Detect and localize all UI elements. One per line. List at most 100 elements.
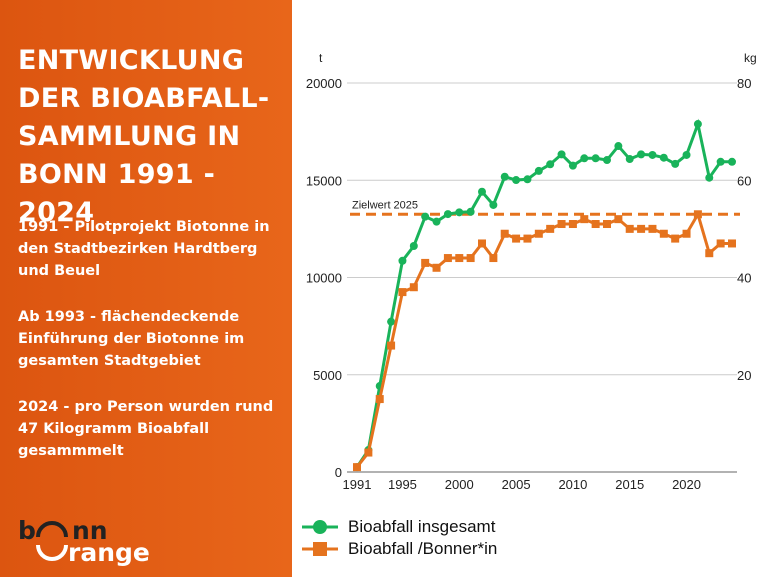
data-point xyxy=(421,258,430,267)
data-point xyxy=(591,220,600,229)
y-right-tick-label: 60 xyxy=(737,173,751,188)
data-point xyxy=(716,239,725,248)
data-point xyxy=(523,175,532,184)
data-point xyxy=(659,229,668,238)
data-point xyxy=(500,172,509,181)
data-point xyxy=(387,317,396,326)
data-point xyxy=(614,215,623,224)
data-point xyxy=(625,155,634,164)
chart: 0 5000 10000 15000 20000 20 40 60 80 t kg 1991 1995 2… xyxy=(306,51,757,492)
target-label: Zielwert 2025 xyxy=(352,199,418,211)
data-point xyxy=(364,448,373,457)
info-panel: ENTWICKLUNG DER BIOABFALL-SAMMLUNG IN BO… xyxy=(0,0,292,577)
data-point xyxy=(432,217,441,226)
data-point xyxy=(557,220,566,229)
data-point xyxy=(682,150,691,159)
data-point xyxy=(603,220,611,229)
data-point xyxy=(409,241,418,250)
data-point xyxy=(716,157,725,166)
data-point xyxy=(705,173,714,182)
data-point xyxy=(534,166,543,175)
series-line-0 xyxy=(355,118,732,468)
data-point xyxy=(489,254,498,263)
data-point xyxy=(648,224,657,233)
y-left-tick-label: 20000 xyxy=(306,76,342,91)
data-point xyxy=(432,263,441,272)
data-point xyxy=(546,224,555,233)
bonn-orange-logo: b nn range xyxy=(18,516,150,567)
y-right-tick-label: 80 xyxy=(737,76,751,91)
x-tick-label: 2020 xyxy=(672,477,701,492)
data-point xyxy=(478,239,486,248)
data-point xyxy=(443,210,452,219)
x-tick-label: 1995 xyxy=(388,477,417,492)
data-point xyxy=(478,187,486,196)
data-point xyxy=(625,224,634,233)
data-point xyxy=(455,254,464,263)
svg-text:b: b xyxy=(18,516,36,545)
x-tick-label: 2010 xyxy=(558,477,587,492)
data-point xyxy=(466,207,475,216)
data-point xyxy=(614,142,623,151)
data-point xyxy=(659,153,668,162)
data-point xyxy=(603,156,611,165)
x-tick-label: 2005 xyxy=(502,477,531,492)
data-point xyxy=(398,256,407,265)
y-right-tick-label: 20 xyxy=(737,368,751,383)
data-point xyxy=(682,229,691,238)
data-point xyxy=(580,154,589,163)
svg-text:range: range xyxy=(68,538,150,567)
data-point xyxy=(489,200,498,209)
x-tick-label: 2000 xyxy=(445,477,474,492)
data-point xyxy=(580,215,589,224)
info-paragraph: Ab 1993 - flächendeckende Einführung der… xyxy=(18,309,245,369)
data-point xyxy=(671,159,680,168)
y-right-tick-label: 40 xyxy=(737,271,751,286)
y-right-unit: kg xyxy=(744,51,757,65)
data-point xyxy=(637,224,646,233)
panel-title: ENTWICKLUNG DER BIOABFALL-SAMMLUNG IN BO… xyxy=(18,45,270,228)
data-point xyxy=(353,463,361,472)
legend-item-per-person: Bioabfall /Bonner*in xyxy=(300,538,497,560)
data-point xyxy=(637,150,646,159)
x-tick-label: 1991 xyxy=(343,477,372,492)
data-point xyxy=(534,229,543,238)
data-point xyxy=(671,234,680,243)
circle-marker-icon xyxy=(302,520,338,534)
y-left-tick-label: 15000 xyxy=(306,173,342,188)
series-line-1 xyxy=(355,210,732,469)
data-point xyxy=(421,212,430,221)
data-point xyxy=(693,120,702,129)
info-paragraph: 2024 - pro Person wurden rund 47 Kilogra… xyxy=(18,399,274,459)
legend-label: Bioabfall insgesamt xyxy=(348,517,496,536)
data-point xyxy=(693,210,702,219)
svg-text:nn: nn xyxy=(72,516,108,545)
data-point xyxy=(387,341,396,350)
x-tick-label: 2015 xyxy=(615,477,644,492)
data-point xyxy=(728,239,736,248)
data-point xyxy=(591,154,600,163)
y-left-unit: t xyxy=(319,51,323,65)
legend-label: Bioabfall /Bonner*in xyxy=(348,539,498,558)
data-point xyxy=(500,229,509,238)
data-point xyxy=(546,160,555,169)
data-point xyxy=(398,288,407,297)
data-point xyxy=(409,283,418,292)
legend-item-total: Bioabfall insgesamt xyxy=(300,516,497,538)
data-point xyxy=(466,254,475,263)
data-point xyxy=(375,395,384,404)
y-left-tick-label: 0 xyxy=(335,465,342,480)
data-point xyxy=(455,208,464,217)
data-point xyxy=(523,234,532,243)
data-point xyxy=(443,254,452,263)
data-point xyxy=(557,150,566,159)
data-point xyxy=(512,234,521,243)
legend: Bioabfall insgesamt Bioabfall /Bonner*in xyxy=(300,516,497,560)
data-point xyxy=(512,176,521,185)
square-marker-icon xyxy=(302,542,338,556)
data-point xyxy=(648,150,657,159)
y-left-tick-label: 5000 xyxy=(313,368,342,383)
data-point xyxy=(568,161,577,170)
data-point xyxy=(568,220,577,229)
data-point xyxy=(705,249,714,258)
